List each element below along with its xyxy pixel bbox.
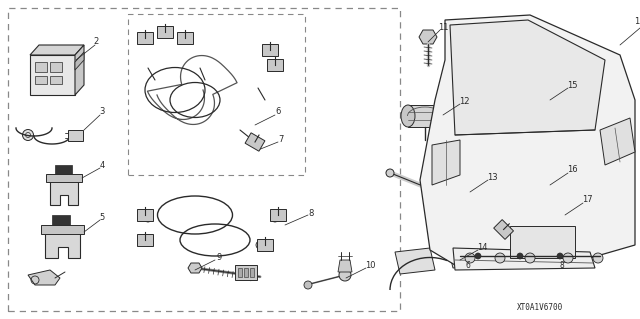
Text: 4: 4 <box>99 161 104 170</box>
Polygon shape <box>448 240 485 248</box>
Polygon shape <box>338 260 352 272</box>
Text: XT0A1V6700: XT0A1V6700 <box>517 302 563 311</box>
Polygon shape <box>465 197 482 210</box>
Text: 8: 8 <box>308 209 314 218</box>
Text: 7: 7 <box>278 136 284 145</box>
Polygon shape <box>75 52 84 70</box>
Bar <box>250 268 254 277</box>
Bar <box>510 226 575 258</box>
Polygon shape <box>45 230 80 258</box>
Circle shape <box>304 281 312 289</box>
Text: 15: 15 <box>567 80 577 90</box>
Polygon shape <box>510 180 550 215</box>
Ellipse shape <box>436 105 450 127</box>
Bar <box>50 76 62 84</box>
Polygon shape <box>28 270 60 285</box>
Polygon shape <box>419 30 437 44</box>
Text: 17: 17 <box>582 196 592 204</box>
Text: 11: 11 <box>438 23 448 32</box>
Circle shape <box>465 253 475 263</box>
Polygon shape <box>432 140 460 185</box>
Polygon shape <box>41 225 84 234</box>
Bar <box>238 268 242 277</box>
Bar <box>128 14 305 175</box>
Bar <box>245 133 265 151</box>
Circle shape <box>563 253 573 263</box>
Bar <box>137 32 153 44</box>
Text: 13: 13 <box>486 174 497 182</box>
Polygon shape <box>52 215 70 225</box>
Polygon shape <box>514 88 546 96</box>
Bar <box>35 76 47 84</box>
Circle shape <box>495 253 505 263</box>
Polygon shape <box>453 248 595 270</box>
Polygon shape <box>420 15 635 265</box>
Circle shape <box>256 241 264 249</box>
Ellipse shape <box>401 105 415 127</box>
Circle shape <box>475 253 481 259</box>
Circle shape <box>144 238 152 246</box>
Text: 6: 6 <box>465 261 470 270</box>
Circle shape <box>144 214 152 222</box>
Text: 10: 10 <box>365 262 375 271</box>
Bar <box>8 8 400 311</box>
Polygon shape <box>450 20 605 135</box>
Bar <box>68 130 83 141</box>
Text: 9: 9 <box>216 254 221 263</box>
Bar <box>177 32 193 44</box>
Circle shape <box>22 130 33 140</box>
Bar <box>137 209 153 221</box>
Bar <box>235 265 257 280</box>
Text: 14: 14 <box>477 243 487 253</box>
Polygon shape <box>395 248 435 274</box>
Text: 5: 5 <box>99 213 104 222</box>
Circle shape <box>271 214 279 222</box>
Polygon shape <box>600 118 635 165</box>
Polygon shape <box>188 263 202 273</box>
Polygon shape <box>50 178 78 205</box>
Bar <box>408 105 443 127</box>
Circle shape <box>517 253 523 259</box>
Circle shape <box>536 181 544 189</box>
Bar <box>244 268 248 277</box>
Circle shape <box>386 169 394 177</box>
Polygon shape <box>30 45 84 55</box>
Bar <box>50 62 62 72</box>
Bar <box>137 234 153 246</box>
Bar <box>493 219 513 239</box>
Polygon shape <box>510 96 550 131</box>
Text: 6: 6 <box>275 108 281 116</box>
Polygon shape <box>30 55 75 95</box>
Circle shape <box>593 253 603 263</box>
Circle shape <box>557 253 563 259</box>
Bar <box>267 59 283 71</box>
Bar <box>35 62 47 72</box>
Circle shape <box>525 253 535 263</box>
Polygon shape <box>448 244 490 268</box>
Bar <box>270 209 286 221</box>
Text: 16: 16 <box>566 166 577 174</box>
Text: 3: 3 <box>99 108 105 116</box>
Text: 1: 1 <box>634 18 639 26</box>
Polygon shape <box>514 172 546 180</box>
Text: 2: 2 <box>93 38 99 47</box>
Bar <box>257 239 273 251</box>
Bar <box>157 26 173 38</box>
Text: 8: 8 <box>559 261 564 270</box>
Text: 12: 12 <box>459 97 469 106</box>
Bar <box>262 44 278 56</box>
Circle shape <box>339 269 351 281</box>
Polygon shape <box>75 45 84 95</box>
Polygon shape <box>46 174 82 182</box>
Polygon shape <box>55 165 72 174</box>
